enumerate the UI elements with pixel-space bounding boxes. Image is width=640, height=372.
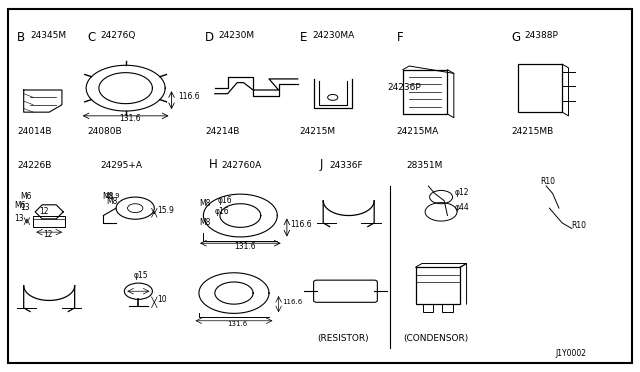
Text: M8: M8 bbox=[199, 218, 211, 227]
Text: F: F bbox=[396, 31, 403, 44]
Text: J1Y0002: J1Y0002 bbox=[556, 349, 587, 358]
Text: 15.9: 15.9 bbox=[104, 193, 120, 199]
Text: 12: 12 bbox=[40, 207, 49, 216]
Text: 131.6: 131.6 bbox=[234, 242, 255, 251]
Text: (CONDENSOR): (CONDENSOR) bbox=[403, 334, 468, 343]
Bar bbox=[33, 215, 65, 227]
Text: 131.6: 131.6 bbox=[119, 114, 141, 124]
Bar bbox=[415, 267, 460, 304]
Text: φ15: φ15 bbox=[133, 271, 148, 280]
Bar bbox=[423, 304, 433, 311]
Text: C: C bbox=[88, 31, 95, 44]
Text: 13: 13 bbox=[14, 214, 24, 223]
Text: M8: M8 bbox=[102, 192, 113, 201]
Text: 24215MB: 24215MB bbox=[511, 127, 554, 136]
Text: 12: 12 bbox=[43, 230, 52, 239]
Text: M6: M6 bbox=[14, 201, 26, 210]
Bar bbox=[518, 64, 562, 112]
Text: 116.6: 116.6 bbox=[178, 92, 200, 101]
Text: 24080B: 24080B bbox=[88, 127, 122, 136]
Text: 24236P: 24236P bbox=[387, 83, 420, 92]
Text: φ44: φ44 bbox=[455, 203, 470, 212]
Text: 24276Q: 24276Q bbox=[100, 31, 136, 40]
Text: R10: R10 bbox=[540, 177, 555, 186]
Text: 13: 13 bbox=[20, 203, 30, 212]
Text: (RESISTOR): (RESISTOR) bbox=[317, 334, 369, 343]
Text: 10: 10 bbox=[157, 295, 167, 304]
Text: 242760A: 242760A bbox=[221, 161, 262, 170]
Text: M8: M8 bbox=[106, 198, 118, 206]
Text: 24214B: 24214B bbox=[205, 127, 239, 136]
Text: 24215MA: 24215MA bbox=[396, 127, 438, 136]
Text: 15.9: 15.9 bbox=[157, 206, 174, 215]
Text: E: E bbox=[300, 31, 307, 44]
Text: 116.6: 116.6 bbox=[282, 299, 302, 305]
Text: 24230M: 24230M bbox=[218, 31, 254, 40]
Text: R10: R10 bbox=[572, 221, 587, 231]
Text: 131.6: 131.6 bbox=[228, 321, 248, 327]
Bar bbox=[403, 70, 447, 114]
Text: D: D bbox=[205, 31, 214, 44]
Bar bbox=[442, 304, 452, 311]
Text: 28351M: 28351M bbox=[406, 161, 442, 170]
Text: H: H bbox=[209, 157, 217, 170]
Text: 24215M: 24215M bbox=[300, 127, 336, 136]
Text: 24295+A: 24295+A bbox=[100, 161, 142, 170]
Text: φ16: φ16 bbox=[218, 196, 233, 205]
Text: M6: M6 bbox=[20, 192, 32, 201]
Text: 24014B: 24014B bbox=[17, 127, 52, 136]
Text: G: G bbox=[511, 31, 520, 44]
Text: J: J bbox=[320, 157, 323, 170]
Text: B: B bbox=[17, 31, 26, 44]
Text: 116.6: 116.6 bbox=[290, 219, 312, 229]
Text: 24336F: 24336F bbox=[330, 161, 363, 170]
Text: 24230MA: 24230MA bbox=[312, 31, 355, 40]
Text: 24345M: 24345M bbox=[30, 31, 66, 40]
Text: 24226B: 24226B bbox=[17, 161, 52, 170]
Text: M8: M8 bbox=[199, 199, 211, 208]
Text: 24388P: 24388P bbox=[524, 31, 558, 40]
Text: φ12: φ12 bbox=[455, 188, 470, 197]
Text: φ16: φ16 bbox=[215, 207, 230, 216]
